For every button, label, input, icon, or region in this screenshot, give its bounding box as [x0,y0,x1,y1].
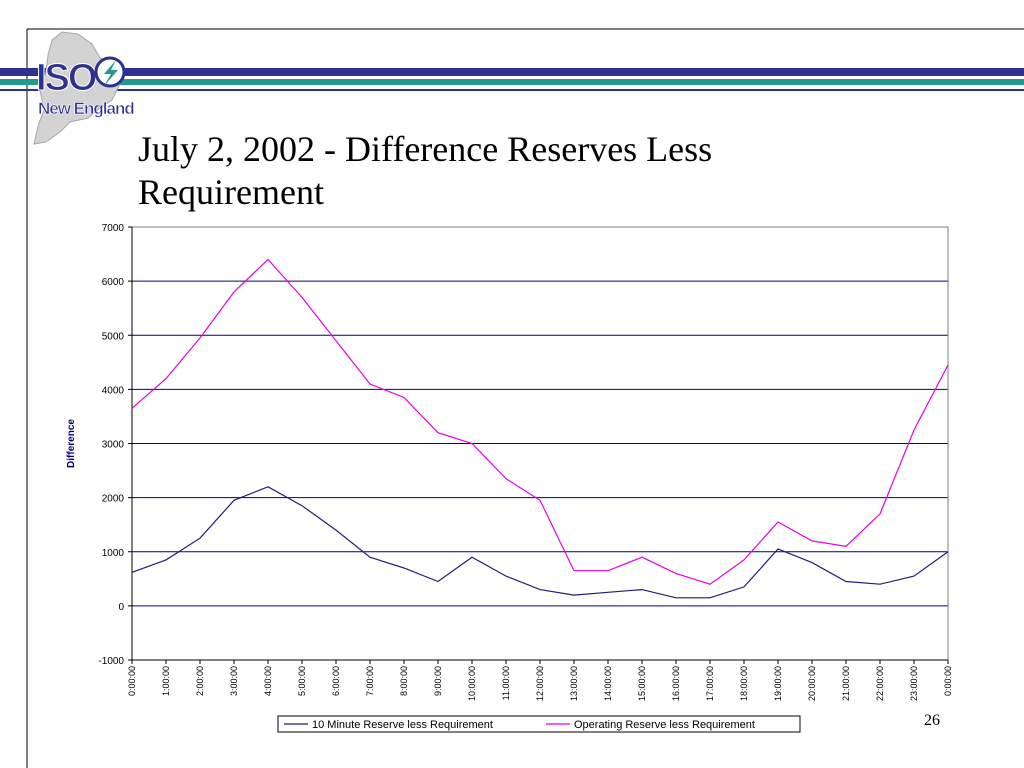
x-tick-label: 5:00:00 [297,666,307,696]
x-tick-label: 19:00:00 [773,666,783,701]
logo-subtitle-text: New England [38,99,134,118]
y-axis-label: Difference [66,419,77,468]
y-tick-label: 3000 [102,440,125,451]
x-tick-label: 15:00:00 [637,666,647,701]
reserve-difference-chart: 7000 6000 5000 4000 3000 2000 1000 0 -1000 0:00:… [66,223,953,733]
x-tick-labels: 0:00:00 1:00:00 2:00:00 3:00:00 4:00:00 5:00:… [127,666,953,701]
x-tick-label: 11:00:00 [501,666,511,700]
series-line [131,258,949,585]
grid-lines [132,226,948,661]
x-tick-label: 0:00:00 [943,666,953,696]
axes [128,226,949,664]
y-tick-label: 1000 [102,548,125,559]
legend: 10 Minute Reserve less Requirement Operat… [277,715,801,733]
x-tick-label: 12:00:00 [535,666,545,701]
x-tick-label: 2:00:00 [195,666,205,696]
iso-new-england-logo: ISO New England [33,31,136,145]
y-tick-label: -1000 [98,656,124,667]
page-number: 26 [924,712,940,729]
y-tick-label: 0 [118,602,124,613]
x-tick-label: 1:00:00 [161,666,171,696]
x-tick-label: 18:00:00 [739,666,749,701]
x-tick-label: 10:00:00 [467,666,477,701]
y-tick-label: 6000 [102,277,125,288]
header-band-navy [0,68,1024,76]
series-line [131,486,949,599]
x-tick-label: 16:00:00 [671,666,681,701]
y-tick-labels: 7000 6000 5000 4000 3000 2000 1000 0 -1000 [98,223,124,667]
x-tick-label: 7:00:00 [365,666,375,696]
y-tick-label: 7000 [102,223,125,234]
lightning-bolt-icon [94,56,126,88]
x-tick-label: 22:00:00 [875,666,885,701]
x-tick-label: 17:00:00 [705,666,715,701]
logo-mark-text: ISO [36,57,96,99]
header-band-teal [0,79,1024,85]
x-tick-label: 21:00:00 [841,666,851,701]
x-tick-label: 6:00:00 [331,666,341,696]
x-tick-label: 4:00:00 [263,666,273,696]
legend-box [277,715,801,733]
header-band-thin [0,89,1024,91]
y-tick-label: 2000 [102,494,125,505]
x-tick-label: 0:00:00 [127,666,137,696]
y-tick-label: 5000 [102,331,125,342]
x-tick-label: 20:00:00 [807,666,817,701]
legend-entry: 10 Minute Reserve less Requirement [312,719,493,731]
x-tick-label: 9:00:00 [433,666,443,696]
x-tick-label: 13:00:00 [569,666,579,701]
new-england-map-icon [33,31,121,145]
slide-title: July 2, 2002 - Difference Reserves Less … [138,129,713,212]
series-lines [131,258,949,599]
x-tick-label: 23:00:00 [909,666,919,701]
legend-entry: Operating Reserve less Requirement [574,719,755,731]
x-tick-label: 14:00:00 [603,666,613,701]
x-tick-label: 8:00:00 [399,666,409,696]
x-tick-label: 3:00:00 [229,666,239,696]
y-tick-label: 4000 [102,385,125,396]
